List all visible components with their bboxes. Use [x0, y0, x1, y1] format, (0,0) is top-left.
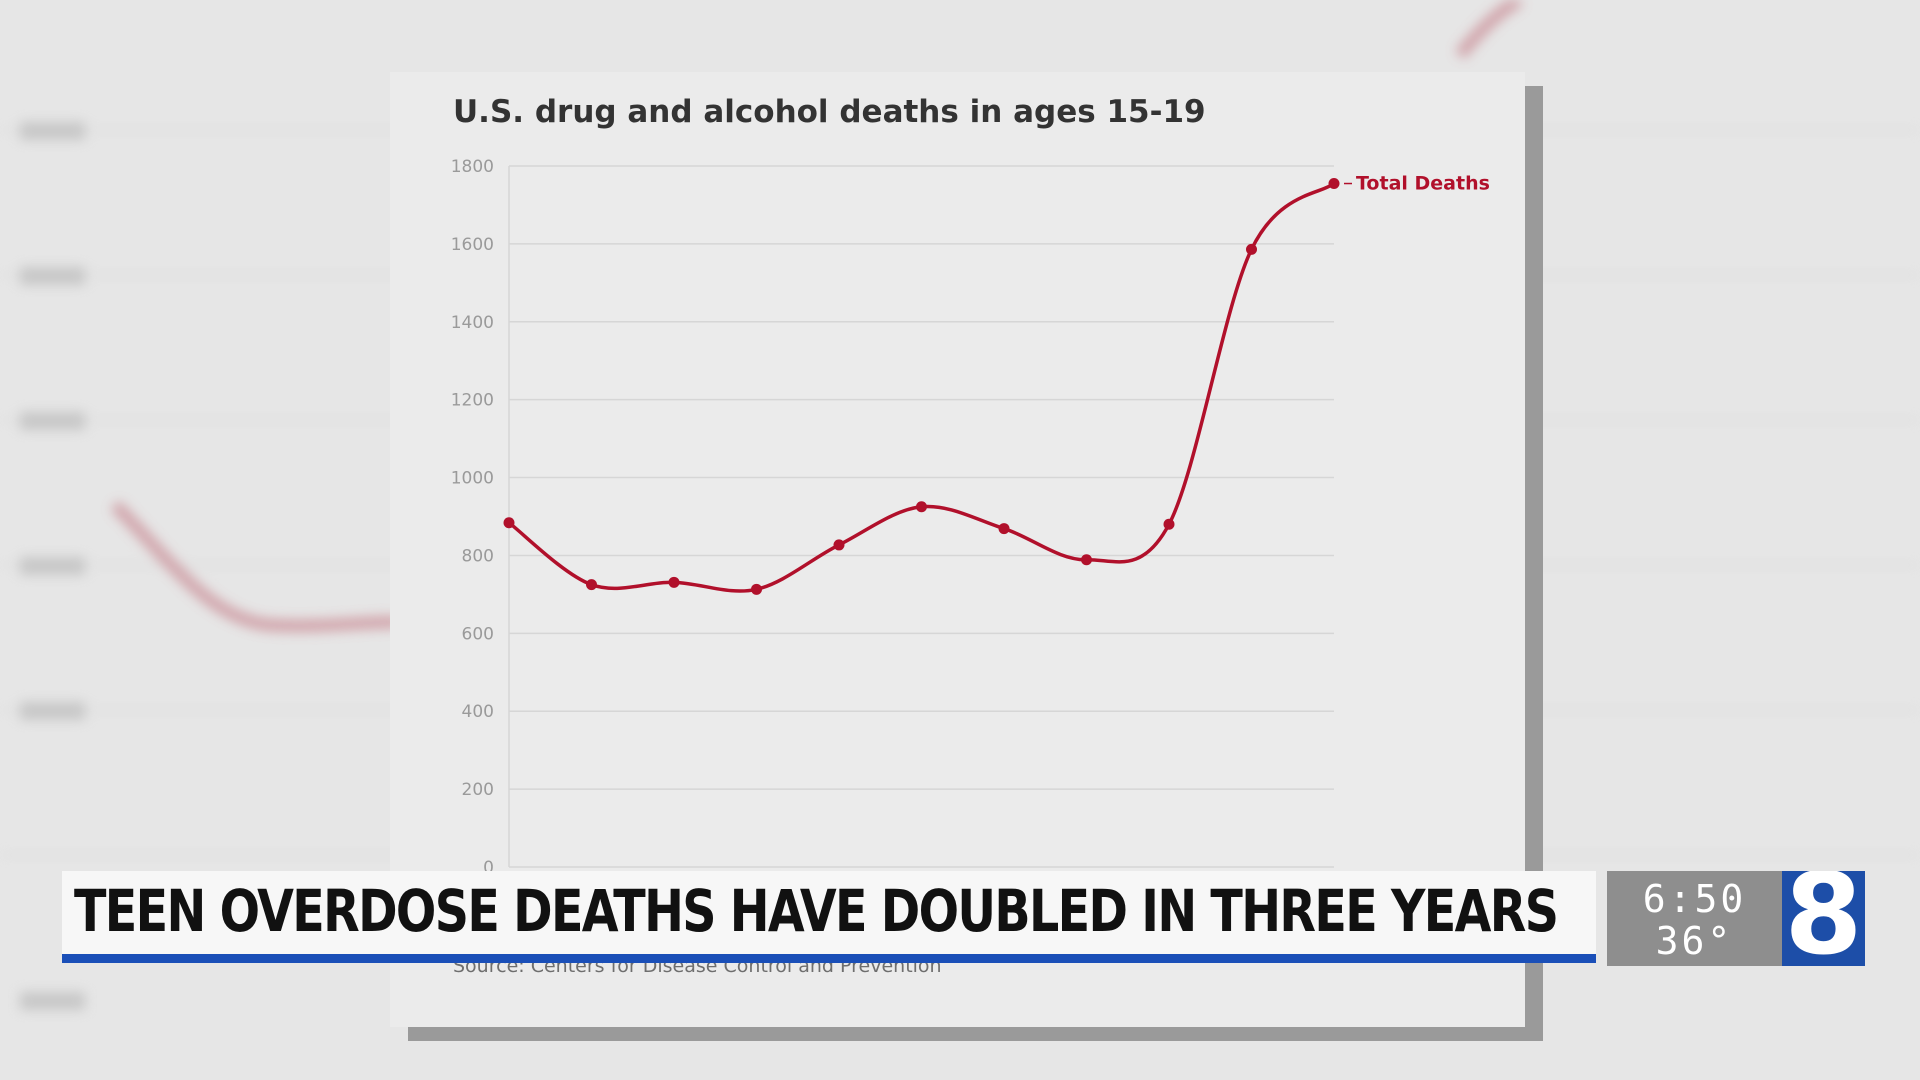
temperature: 36°	[1655, 919, 1734, 963]
time-weather-box: 6:50 36°	[1607, 871, 1782, 966]
y-tick-label: 400	[462, 702, 494, 722]
lower-third-banner: TEEN OVERDOSE DEATHS HAVE DOUBLED IN THR…	[62, 871, 1596, 963]
y-tick-label: 1400	[451, 313, 494, 333]
data-point	[668, 576, 680, 588]
data-point	[1328, 178, 1340, 190]
headline: TEEN OVERDOSE DEATHS HAVE DOUBLED IN THR…	[74, 877, 1559, 945]
series-line	[507, 182, 1336, 593]
chart-title: U.S. drug and alcohol deaths in ages 15-…	[453, 94, 1206, 130]
channel-logo: 8	[1782, 871, 1865, 966]
clock-time: 6:50	[1642, 877, 1747, 921]
data-point	[751, 583, 762, 595]
headline-accent-bar	[62, 954, 1596, 963]
y-tick-label: 600	[462, 624, 494, 644]
y-tick-label: 1200	[451, 391, 494, 411]
channel-logo-digit: 8	[1784, 871, 1863, 966]
data-point	[586, 579, 597, 591]
line-chart: 0 200 400 600 800 1000 1200 1400 1600 1800 Total D…	[451, 157, 1490, 878]
y-tick-label: 1600	[451, 235, 494, 255]
y-tick-label: 800	[462, 546, 494, 566]
data-point	[1246, 243, 1257, 255]
series-label: Total Deaths	[1356, 173, 1490, 195]
y-tick-label: 1800	[451, 157, 494, 177]
data-point	[998, 523, 1010, 535]
chart-card: U.S. drug and alcohol deaths in ages 15-…	[390, 72, 1525, 1027]
y-tick-label: 1000	[451, 469, 494, 489]
data-point	[1163, 518, 1175, 530]
y-tick-label: 0	[483, 858, 494, 878]
data-point	[503, 517, 515, 529]
y-tick-label: 200	[462, 780, 494, 800]
data-point	[916, 501, 927, 513]
data-point	[1081, 554, 1092, 566]
data-point	[833, 539, 845, 551]
